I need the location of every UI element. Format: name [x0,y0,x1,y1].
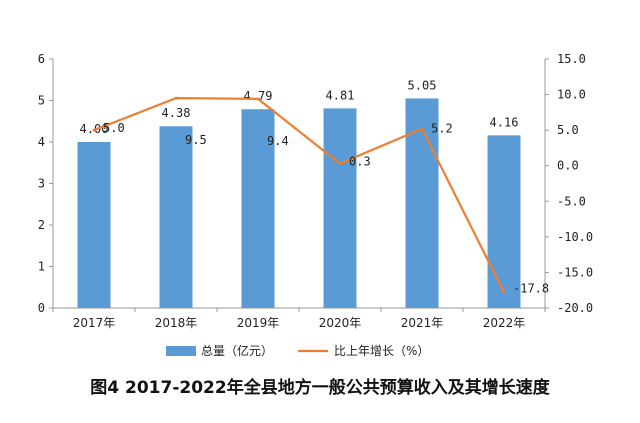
line-data-label: 9.5 [185,133,207,147]
right-tick-label: 15.0 [557,52,586,66]
legend-line-label: 比上年增长（%） [334,344,429,358]
left-tick-label: 1 [38,260,45,274]
x-tick-label: 2018年 [155,316,198,330]
legend-bar-label: 总量（亿元） [201,343,273,358]
bar-data-label: 4.79 [244,89,273,103]
bar-data-label: 5.05 [408,78,437,92]
right-tick-label: 5.0 [557,123,579,137]
right-tick-label: 10.0 [557,88,586,102]
left-tick-label: 2 [38,218,45,232]
bar-data-label: 4.16 [490,115,519,129]
left-tick-label: 5 [38,94,45,108]
right-tick-label: -20.0 [557,301,593,315]
line-point [174,96,178,100]
x-tick-label: 2020年 [319,316,362,330]
x-tick-label: 2017年 [73,316,116,330]
x-tick-label: 2022年 [483,316,526,330]
right-tick-label: 0.0 [557,159,579,173]
left-tick-label: 3 [38,177,45,191]
x-tick-label: 2021年 [401,316,444,330]
line-point [256,97,260,101]
line-data-label: 5.0 [103,121,125,135]
chart-title: 图4 2017-2022年全县地方一般公共预算收入及其增长速度 [90,377,550,398]
bar [77,142,111,308]
line-point [92,128,96,132]
bar [159,126,193,308]
bar [241,109,275,308]
right-tick-label: -15.0 [557,265,593,279]
right-tick-label: -5.0 [557,194,586,208]
line-point [502,290,506,294]
line-data-label: 9.4 [267,134,289,148]
growth-line [93,97,505,293]
bar [323,108,357,308]
legend-bar-swatch [166,346,196,356]
line-data-label: 5.2 [431,122,453,136]
x-tick-label: 2019年 [237,316,280,330]
line-point [338,162,342,166]
left-tick-label: 6 [38,52,45,66]
bar [487,135,521,308]
line-data-label: 0.3 [349,155,371,169]
bar-data-label: 4.81 [326,88,355,102]
left-tick-label: 4 [38,135,45,149]
left-tick-label: 0 [38,301,45,315]
right-tick-label: -10.0 [557,230,593,244]
bar-data-label: 4.38 [162,106,191,120]
line-point [420,127,424,131]
line-data-label: -17.8 [513,281,549,295]
